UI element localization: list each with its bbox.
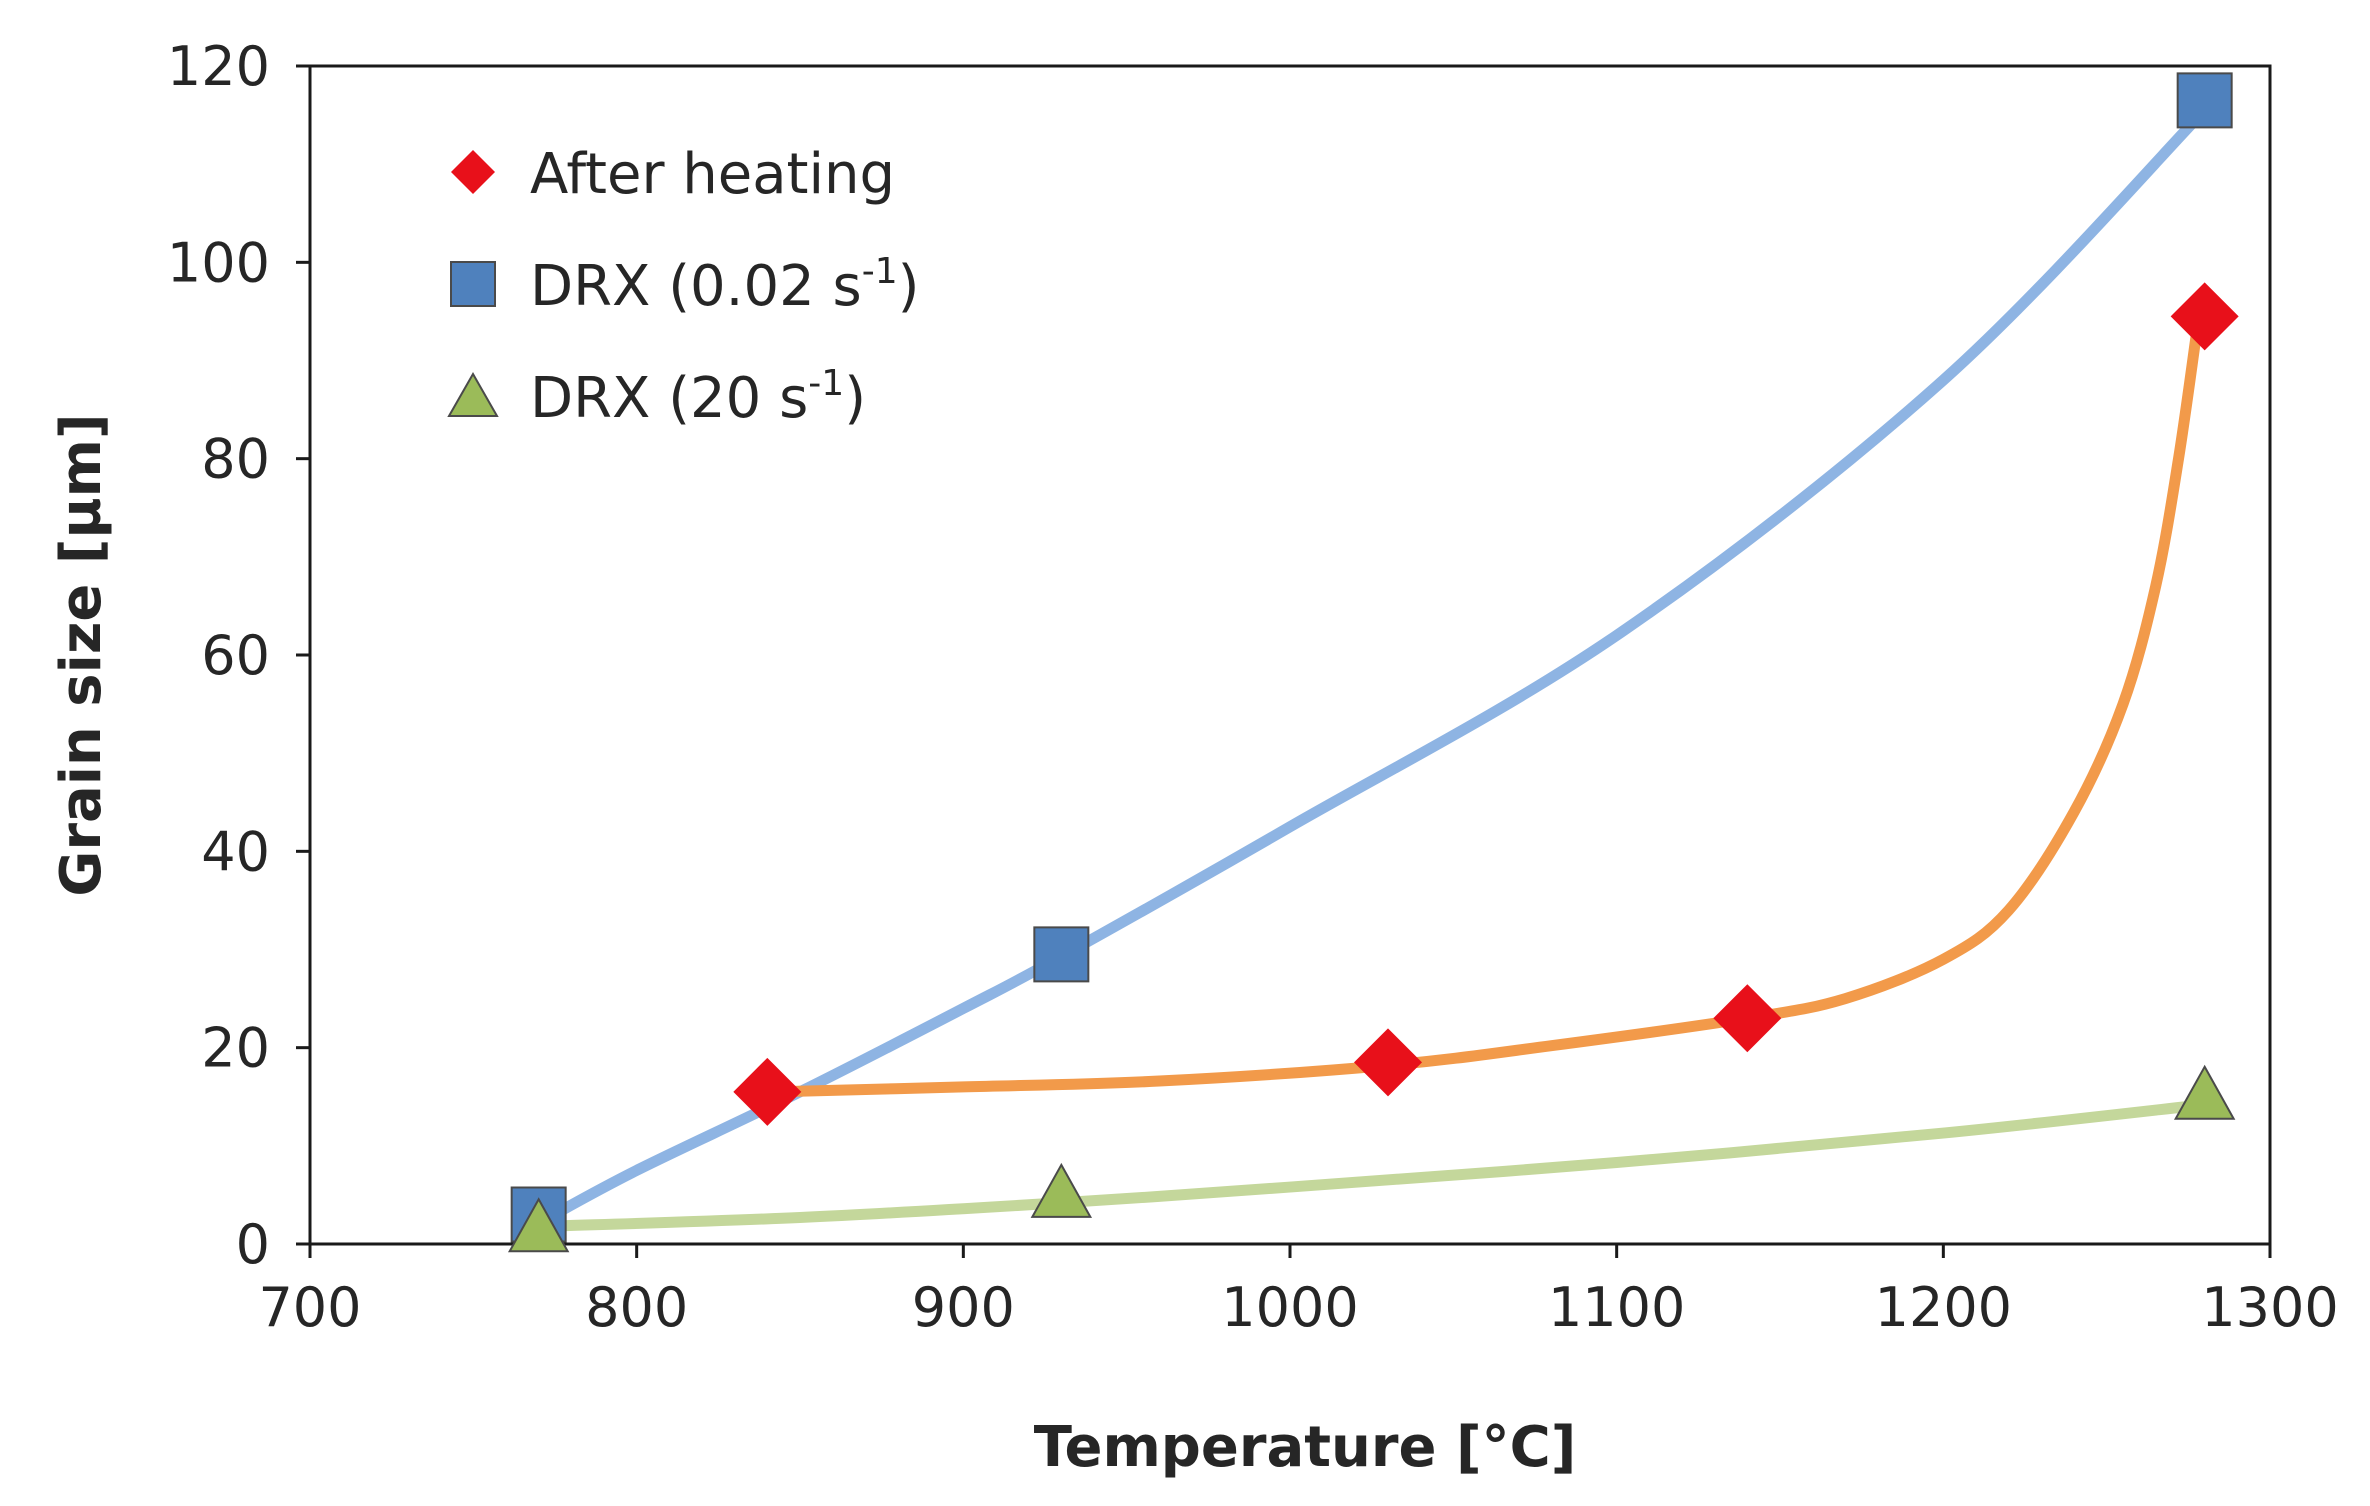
x-tick-label: 1000 [1221, 1276, 1358, 1339]
data-point-diamond [2170, 282, 2239, 351]
legend-label-drx-slow-main: DRX (0.02 s [530, 254, 862, 319]
data-markers [507, 72, 2239, 1253]
x-tick-label: 900 [912, 1276, 1015, 1339]
legend-label-drx-fast: DRX (20 s-1) [530, 363, 866, 431]
y-axis-title: Grain size [µm] [49, 413, 114, 896]
y-tick-label: 80 [201, 428, 270, 491]
y-tick-label: 20 [201, 1017, 270, 1080]
legend: After heating DRX (0.02 s-1) DRX (20 s-1… [447, 142, 919, 431]
trend-line-series-0 [768, 315, 2204, 1098]
plot-area-frame [308, 64, 2272, 1246]
data-point-triangle [507, 1197, 570, 1253]
data-point-square [2176, 72, 2233, 129]
x-tick-label: 700 [258, 1276, 361, 1339]
y-tick-label: 0 [236, 1213, 270, 1276]
x-tick-label: 1100 [1548, 1276, 1685, 1339]
legend-item-drx-slow: DRX (0.02 s-1) [450, 251, 919, 319]
data-point-diamond [1354, 1028, 1422, 1097]
trend-lines [539, 104, 2211, 1232]
trend-line-series-2 [539, 1099, 2211, 1232]
legend-label-drx-slow: DRX (0.02 s-1) [530, 251, 919, 319]
legend-item-after-heating: After heating [451, 142, 895, 207]
data-point-triangle [1030, 1162, 1093, 1218]
data-point-square [1033, 926, 1090, 983]
y-tick-label: 40 [201, 820, 270, 883]
legend-label-drx-fast-sup: -1 [808, 363, 844, 404]
x-tick-label: 1200 [1875, 1276, 2012, 1339]
legend-label-drx-fast-main: DRX (20 s [530, 366, 808, 431]
y-tick-label: 120 [167, 35, 270, 98]
x-tick-label: 1300 [2201, 1276, 2338, 1339]
legend-label-after-heating: After heating [530, 142, 895, 207]
legend-label-drx-slow-sup: -1 [862, 251, 898, 292]
axes: 700 800 900 1000 1100 1200 1300 0 20 40 60 80 100 120 [167, 35, 2339, 1339]
x-axis-title: Temperature [°C] [1034, 1415, 1577, 1480]
legend-item-drx-fast: DRX (20 s-1) [447, 363, 866, 431]
y-tick-label: 60 [201, 624, 270, 687]
legend-marker-square [450, 261, 496, 307]
x-tick-label: 800 [585, 1276, 688, 1339]
data-point-diamond [733, 1057, 802, 1126]
trend-line-series-1 [539, 104, 2211, 1225]
legend-marker-diamond [451, 150, 495, 194]
legend-label-drx-slow-end: ) [898, 254, 920, 319]
legend-marker-triangle [447, 371, 499, 417]
legend-label-drx-fast-end: ) [844, 366, 866, 431]
data-point-diamond [1713, 984, 1782, 1053]
y-tick-label: 100 [167, 231, 270, 294]
data-point-triangle [2173, 1064, 2236, 1120]
